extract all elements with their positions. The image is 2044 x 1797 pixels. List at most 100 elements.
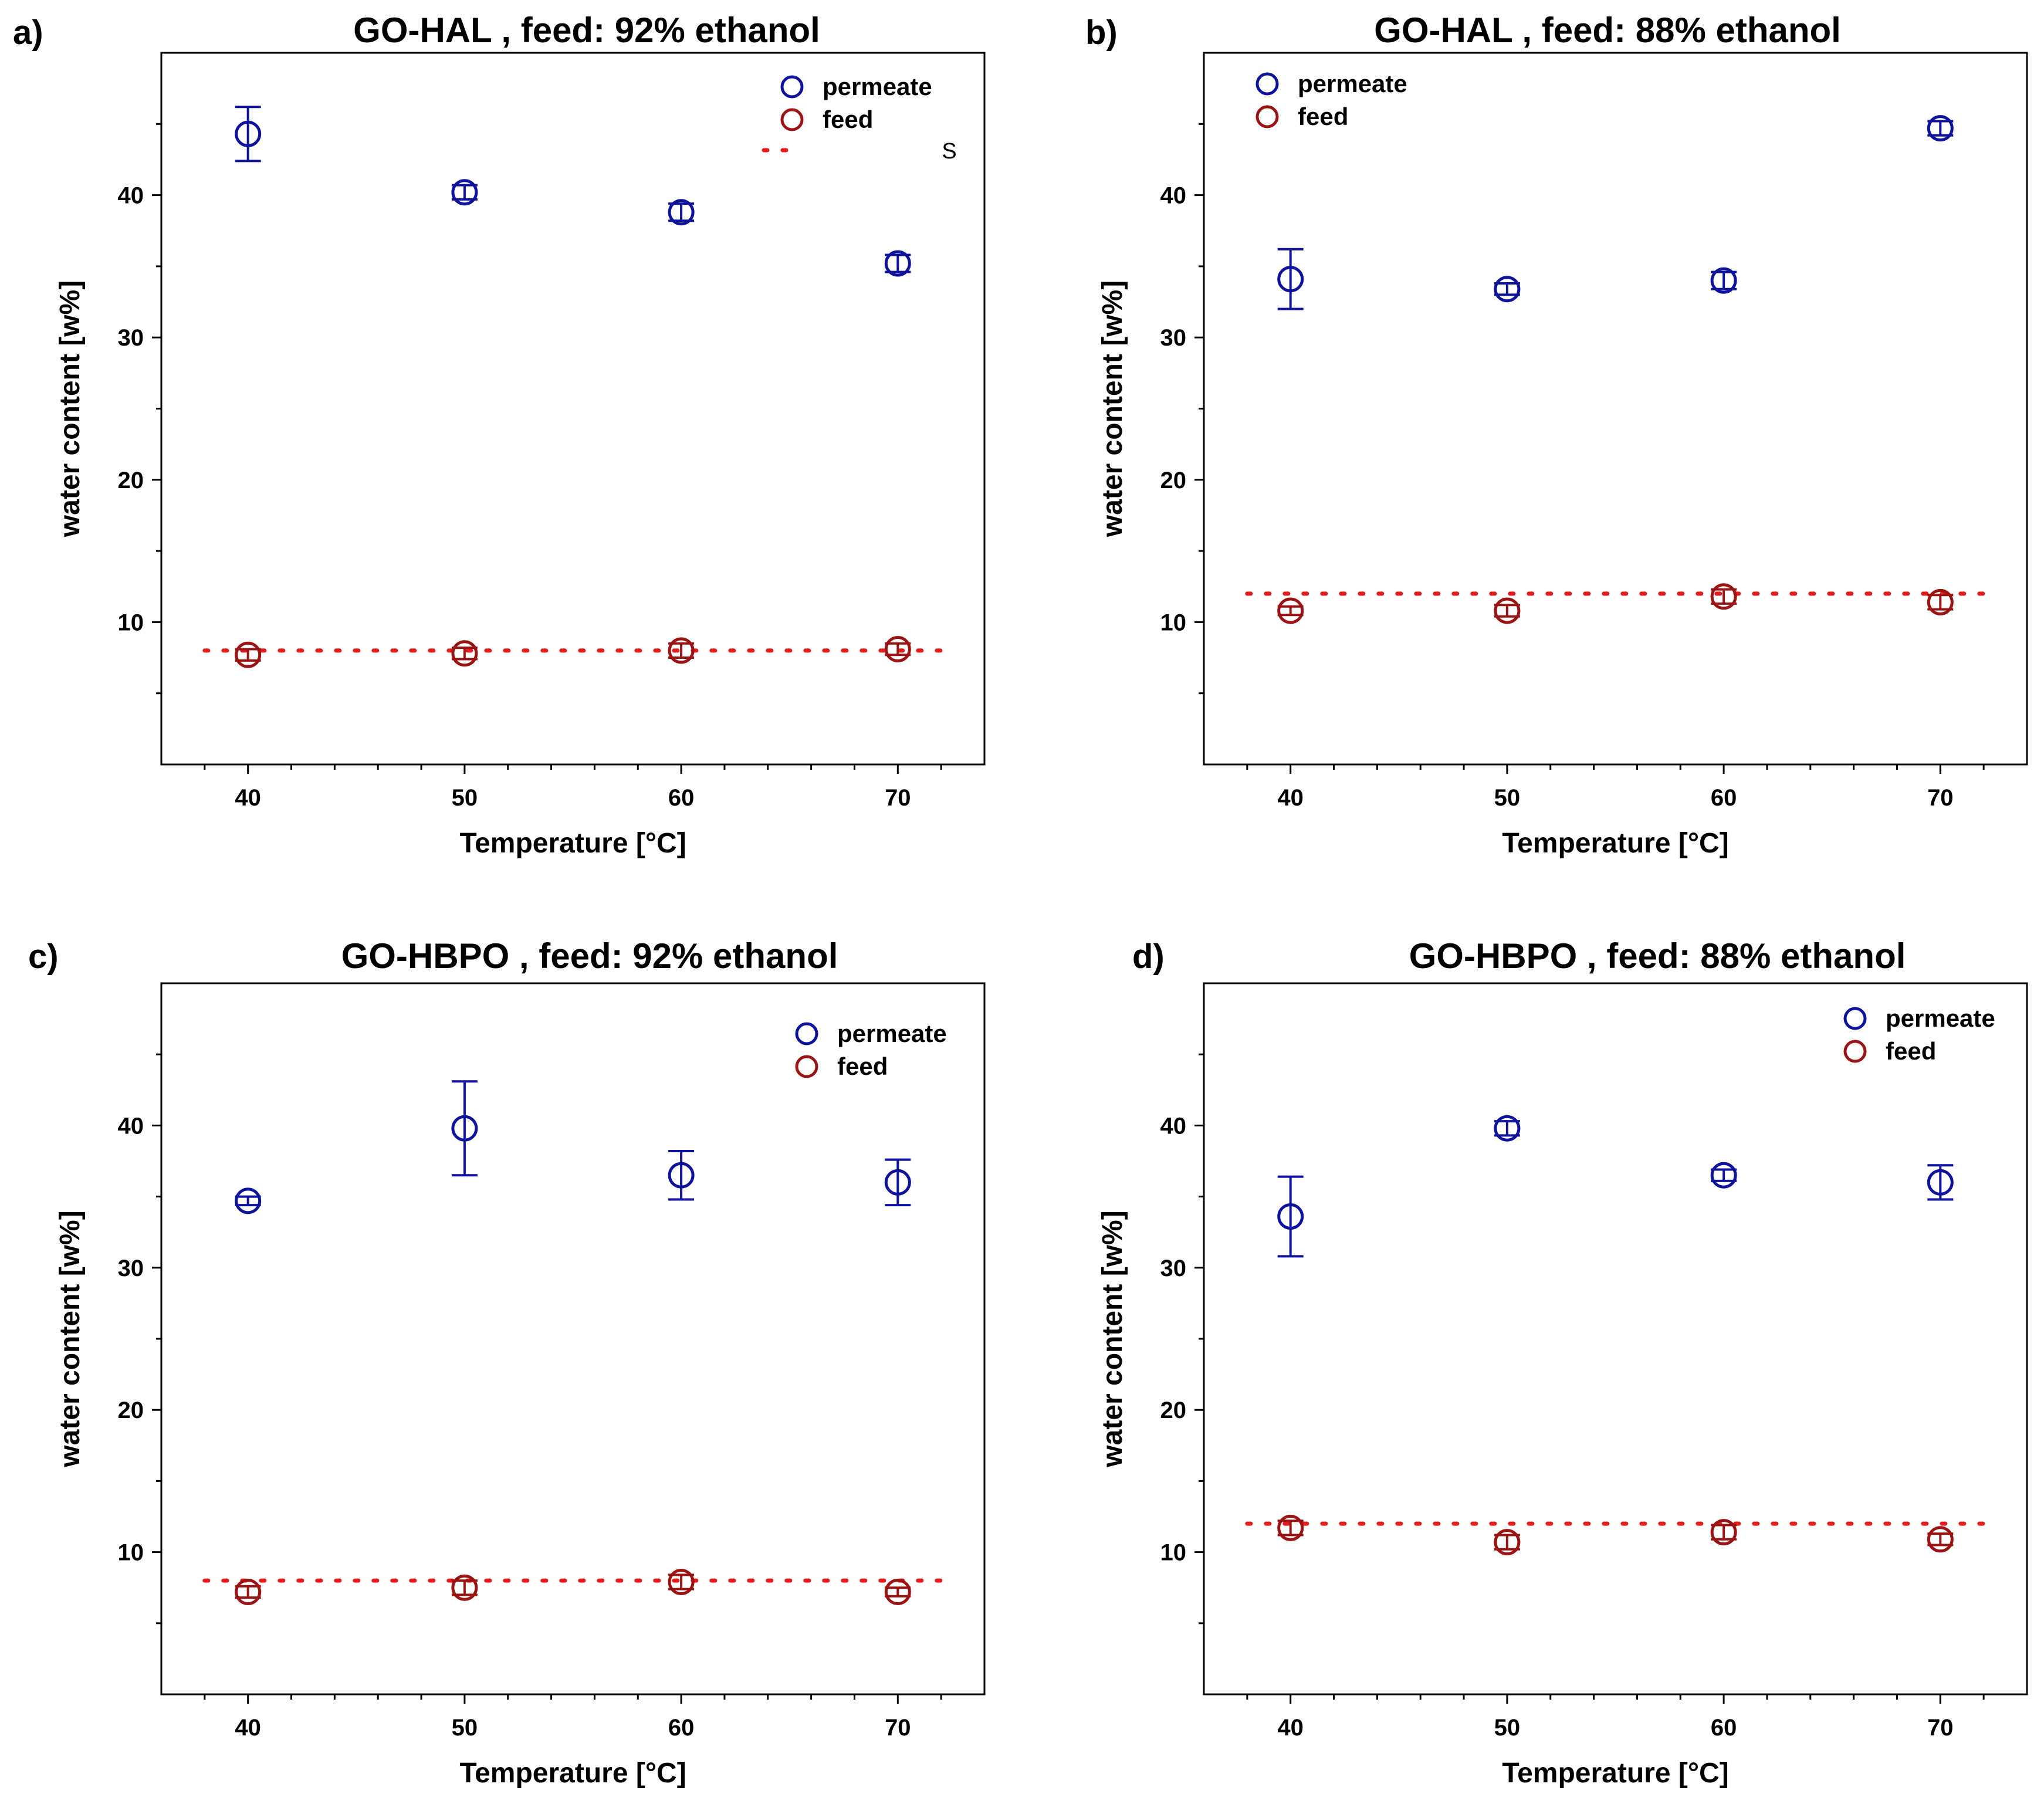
x-tick-label: 70 [1927, 785, 1954, 811]
feed-point [235, 641, 262, 668]
permeate-point [451, 1115, 478, 1142]
plot-frame [160, 982, 986, 1696]
x-axis-label: Temperature [°C] [1502, 1758, 1728, 1789]
feed-point [668, 1569, 695, 1596]
series-feed [235, 635, 911, 668]
y-tick-label: 10 [1160, 1540, 1187, 1566]
y-tick-label: 40 [118, 1113, 144, 1139]
x-axis-label: Temperature [°C] [1502, 828, 1728, 859]
chart-title: GO-HBPO , feed: 88% ethanol [1409, 936, 1906, 976]
y-tick-label: 30 [118, 1255, 144, 1281]
legend-marker-permeate [780, 75, 804, 99]
feed-point [235, 1578, 262, 1605]
feed-point [1710, 1519, 1737, 1546]
feed-point [1494, 597, 1521, 624]
y-tick-label: 40 [118, 183, 144, 209]
legend-label-permeate: permeate [837, 1020, 947, 1047]
feed-point [1277, 597, 1304, 624]
x-tick-label: 50 [1494, 1715, 1521, 1741]
permeate-point [1710, 1162, 1737, 1189]
y-tick-label: 10 [1160, 610, 1187, 635]
legend-extra-text: S [942, 139, 956, 164]
legend: permeate feed S [762, 73, 957, 164]
x-tick-label: 60 [668, 785, 695, 811]
x-tick-label: 40 [235, 785, 261, 811]
feed-point [668, 637, 695, 664]
legend-marker-feed [1255, 105, 1279, 128]
permeate-point [235, 1187, 262, 1214]
x-tick-label: 70 [885, 785, 911, 811]
permeate-point [1494, 276, 1521, 303]
permeate-point [884, 250, 911, 277]
permeate-point [451, 179, 478, 206]
series-feed [1277, 1514, 1954, 1556]
legend-label-permeate: permeate [1298, 70, 1407, 97]
feed-point [1277, 1514, 1304, 1541]
legend-marker-feed [780, 108, 804, 131]
y-tick-label: 30 [118, 325, 144, 351]
x-tick-label: 50 [452, 1715, 478, 1741]
series-permeate [235, 1080, 911, 1214]
legend-label-feed: feed [823, 106, 873, 133]
x-tick-label: 70 [1927, 1715, 1954, 1741]
y-tick-label: 20 [1160, 468, 1187, 493]
y-tick-label: 30 [1160, 325, 1187, 351]
legend-marker-feed [795, 1055, 818, 1078]
legend: permeate feed [1255, 70, 1407, 130]
permeate-point [1277, 266, 1304, 293]
y-tick-label: 40 [1160, 183, 1187, 209]
permeate-point [668, 199, 695, 226]
y-axis-label: water content [w%] [55, 280, 86, 537]
permeate-point [1277, 1203, 1304, 1230]
permeate-point [1710, 267, 1737, 294]
permeate-point [235, 120, 262, 147]
y-tick-label: 10 [118, 1540, 144, 1566]
series-permeate [1277, 115, 1954, 310]
x-tick-label: 40 [235, 1715, 261, 1741]
legend-label-permeate: permeate [823, 73, 932, 100]
legend-label-feed: feed [837, 1053, 888, 1080]
feed-point [1927, 588, 1954, 615]
plot-frame [1203, 982, 2028, 1696]
feed-point [1927, 1526, 1954, 1553]
panel-a: a) GO-HAL , feed: 92% ethanol 40 50 60 70 10 20… [13, 11, 986, 859]
legend-label-feed: feed [1886, 1037, 1936, 1065]
x-tick-label: 50 [1494, 785, 1521, 811]
panel-d: d) GO-HBPO , feed: 88% ethanol 40 50 60 70 10 2… [1097, 936, 2028, 1789]
plot-frame [160, 52, 986, 766]
panel-b: b) GO-HAL , feed: 88% ethanol 40 50 60 70 10 20… [1085, 11, 2028, 859]
legend-label-permeate: permeate [1886, 1004, 1995, 1032]
panel-label: d) [1132, 938, 1165, 976]
legend-marker-permeate [1843, 1007, 1867, 1030]
permeate-point [1927, 1169, 1954, 1196]
series-feed [235, 1569, 911, 1605]
legend: permeate feed [795, 1020, 947, 1080]
legend: permeate feed [1843, 1004, 1995, 1065]
permeate-point [1927, 115, 1954, 142]
panel-label: c) [28, 938, 59, 976]
series-permeate [235, 106, 911, 277]
x-tick-label: 40 [1277, 785, 1304, 811]
feed-point [884, 1578, 911, 1605]
legend-label-feed: feed [1298, 103, 1348, 130]
x-tick-label: 60 [1711, 785, 1737, 811]
x-tick-label: 50 [452, 785, 478, 811]
feed-point [1710, 583, 1737, 610]
permeate-point [668, 1162, 695, 1189]
y-axis-label: water content [w%] [1097, 280, 1128, 537]
feed-point [451, 640, 478, 667]
y-tick-label: 40 [1160, 1113, 1187, 1139]
y-tick-label: 30 [1160, 1255, 1187, 1281]
y-tick-label: 20 [118, 468, 144, 493]
x-tick-label: 70 [885, 1715, 911, 1741]
y-tick-label: 20 [118, 1397, 144, 1423]
permeate-point [1494, 1115, 1521, 1142]
plot-frame [1203, 52, 2028, 766]
feed-point [1494, 1529, 1521, 1556]
chart-title: GO-HAL , feed: 92% ethanol [353, 11, 820, 50]
x-axis-label: Temperature [°C] [459, 828, 686, 859]
series-permeate [1277, 1115, 1954, 1258]
x-tick-label: 60 [668, 1715, 695, 1741]
x-axis-label: Temperature [°C] [459, 1758, 686, 1789]
